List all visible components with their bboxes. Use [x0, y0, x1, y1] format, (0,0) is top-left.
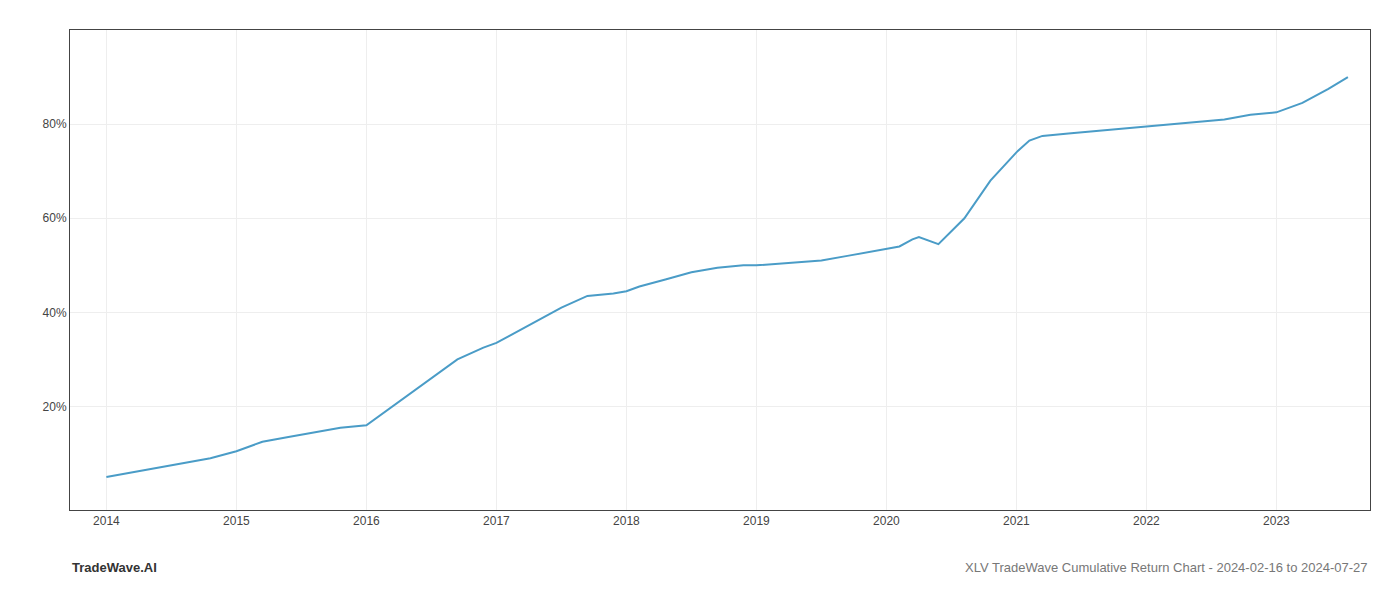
- svg-text:40%: 40%: [43, 306, 67, 320]
- svg-text:TradeWave.AI: TradeWave.AI: [72, 560, 157, 575]
- svg-text:2021: 2021: [1003, 514, 1030, 528]
- svg-text:2023: 2023: [1263, 514, 1290, 528]
- svg-text:2016: 2016: [353, 514, 380, 528]
- svg-text:2017: 2017: [483, 514, 510, 528]
- svg-text:2019: 2019: [743, 514, 770, 528]
- svg-text:80%: 80%: [43, 117, 67, 131]
- svg-text:XLV TradeWave Cumulative Retur: XLV TradeWave Cumulative Return Chart - …: [965, 560, 1368, 575]
- svg-text:2014: 2014: [93, 514, 120, 528]
- svg-text:2015: 2015: [223, 514, 250, 528]
- svg-text:60%: 60%: [43, 211, 67, 225]
- svg-text:20%: 20%: [43, 400, 67, 414]
- svg-text:2020: 2020: [873, 514, 900, 528]
- svg-text:2022: 2022: [1133, 514, 1160, 528]
- svg-text:2018: 2018: [613, 514, 640, 528]
